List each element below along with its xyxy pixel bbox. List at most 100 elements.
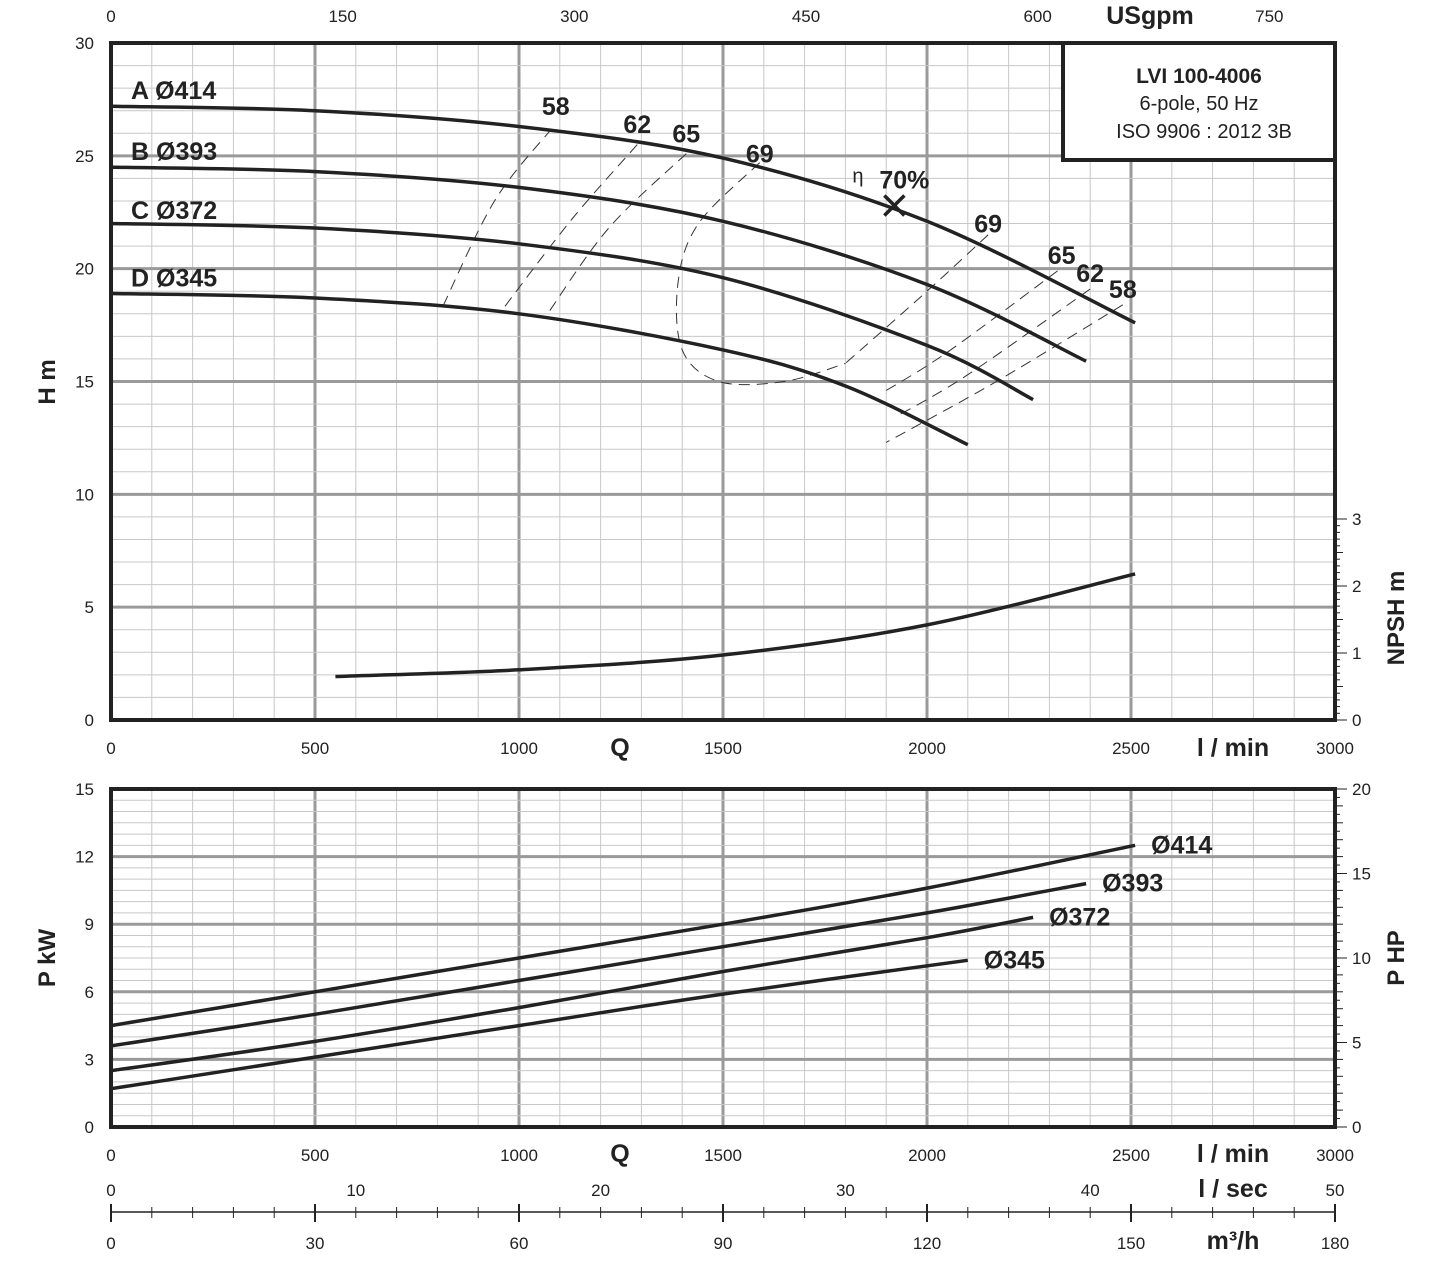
tick-lsec: 0 xyxy=(106,1181,115,1200)
tick-usgpm: 0 xyxy=(106,7,115,26)
tick-lmin-bottom: 2000 xyxy=(908,1146,946,1165)
head-curve-label-a: A Ø414 xyxy=(131,77,216,105)
tick-head: 10 xyxy=(75,485,94,504)
tick-usgpm: 750 xyxy=(1255,7,1283,26)
tick-power-kw: 3 xyxy=(85,1050,94,1069)
tick-lmin-bottom: 1500 xyxy=(704,1146,742,1165)
power-hp-axis-label: P HP xyxy=(1383,930,1410,986)
power-curve-345 xyxy=(110,958,969,1091)
title-block-frame xyxy=(1061,41,1337,162)
head-curve-b xyxy=(110,165,1087,363)
tick-power-hp: 10 xyxy=(1352,949,1371,968)
m3h-unit-label: m³/h xyxy=(1207,1227,1260,1255)
efficiency-contour-69-left xyxy=(675,162,846,386)
lmin-unit-label-top: l / min xyxy=(1197,734,1269,762)
tick-m3h: 30 xyxy=(306,1234,325,1253)
model-standard: ISO 9906 : 2012 3B xyxy=(1116,121,1292,143)
tick-m3h: 150 xyxy=(1117,1234,1145,1253)
tick-lsec: 50 xyxy=(1326,1181,1345,1200)
power-kw-axis-label: P kW xyxy=(34,929,61,988)
tick-lsec: 10 xyxy=(346,1181,365,1200)
head-axis-label: H m xyxy=(34,359,61,404)
tick-power-hp: 0 xyxy=(1352,1118,1361,1137)
tick-lmin-top: 1500 xyxy=(704,739,742,758)
head-curve-a xyxy=(110,104,1136,325)
head-curve-d xyxy=(110,291,969,447)
power-curve-414 xyxy=(110,843,1136,1028)
efficiency-contour-69-right xyxy=(845,234,989,364)
tick-head: 0 xyxy=(85,711,94,730)
tick-usgpm: 150 xyxy=(328,7,356,26)
tick-m3h: 60 xyxy=(510,1234,529,1253)
efficiency-label-62-left: 62 xyxy=(623,111,651,139)
tick-m3h: 120 xyxy=(913,1234,941,1253)
tick-power-kw: 12 xyxy=(75,848,94,867)
power-curve-label-372: Ø372 xyxy=(1049,903,1110,931)
tick-power-hp: 20 xyxy=(1352,780,1371,799)
usgpm-unit-label: USgpm xyxy=(1106,2,1194,30)
tick-power-hp: 5 xyxy=(1352,1034,1361,1053)
tick-npsh: 3 xyxy=(1352,510,1361,529)
efficiency-label-69-right: 69 xyxy=(974,211,1002,239)
tick-m3h: 0 xyxy=(106,1234,115,1253)
tick-lmin-top: 2000 xyxy=(908,739,946,758)
power-curve-393 xyxy=(110,881,1087,1048)
power-curve-372 xyxy=(110,915,1034,1073)
efficiency-label-65-right: 65 xyxy=(1048,242,1076,270)
npsh-axis-label: NPSH m xyxy=(1383,571,1410,666)
head-curve-label-b: B Ø393 xyxy=(131,138,217,166)
efficiency-label-69-left: 69 xyxy=(746,141,774,169)
power-curve-label-345: Ø345 xyxy=(984,946,1045,974)
tick-head: 20 xyxy=(75,260,94,279)
tick-head: 30 xyxy=(75,34,94,53)
tick-power-hp: 15 xyxy=(1352,865,1371,884)
efficiency-contour-65-right xyxy=(885,270,1058,391)
efficiency-label-58-right: 58 xyxy=(1109,276,1137,304)
efficiency-contour-62-right xyxy=(898,288,1091,416)
tick-npsh: 0 xyxy=(1352,711,1361,730)
tick-lmin-top: 2500 xyxy=(1112,739,1150,758)
power-curve-label-393: Ø393 xyxy=(1102,870,1163,898)
lmin-unit-label-bottom: l / min xyxy=(1197,1140,1269,1168)
tick-lmin-bottom: 3000 xyxy=(1316,1146,1354,1165)
bep-marker-stroke-2 xyxy=(883,194,906,217)
bep-efficiency-label: 70% xyxy=(879,166,929,194)
head-curve-label-d: D Ø345 xyxy=(131,264,217,292)
axis-ticks: 0050050010001000150015002000200025002500… xyxy=(75,7,1371,1253)
tick-power-kw: 15 xyxy=(75,780,94,799)
tick-m3h: 90 xyxy=(714,1234,733,1253)
tick-lmin-bottom: 500 xyxy=(301,1146,329,1165)
q-label-top: Q xyxy=(610,734,629,762)
head-chart-frame xyxy=(109,41,1337,722)
tick-power-kw: 0 xyxy=(85,1118,94,1137)
tick-usgpm: 600 xyxy=(1023,7,1051,26)
tick-lsec: 30 xyxy=(836,1181,855,1200)
tick-lmin-top: 1000 xyxy=(500,739,538,758)
head-curve-label-c: C Ø372 xyxy=(131,197,217,225)
tick-usgpm: 450 xyxy=(792,7,820,26)
efficiency-contour-58-left xyxy=(441,128,552,310)
tick-npsh: 2 xyxy=(1352,577,1361,596)
tick-lmin-bottom: 1000 xyxy=(500,1146,538,1165)
efficiency-label-65-left: 65 xyxy=(672,120,700,148)
tick-head: 5 xyxy=(85,598,94,617)
tick-usgpm: 300 xyxy=(560,7,588,26)
model-poles: 6-pole, 50 Hz xyxy=(1140,93,1259,115)
tick-head: 15 xyxy=(75,373,94,392)
npsh-curve xyxy=(335,572,1136,679)
tick-lsec: 40 xyxy=(1081,1181,1100,1200)
efficiency-contour-62-left xyxy=(502,144,638,310)
eta-symbol: η xyxy=(852,165,863,187)
tick-head: 25 xyxy=(75,147,94,166)
power-curve-label-414: Ø414 xyxy=(1151,831,1212,859)
efficiency-contour-58-right xyxy=(885,304,1124,443)
tick-lmin-top: 500 xyxy=(301,739,329,758)
q-label-bottom: Q xyxy=(610,1140,629,1168)
efficiency-label-62-right: 62 xyxy=(1076,260,1104,288)
tick-lmin-top: 3000 xyxy=(1316,739,1354,758)
efficiency-contour-65-left xyxy=(547,153,687,315)
efficiency-label-58-left: 58 xyxy=(542,93,570,121)
tick-npsh: 1 xyxy=(1352,644,1361,663)
